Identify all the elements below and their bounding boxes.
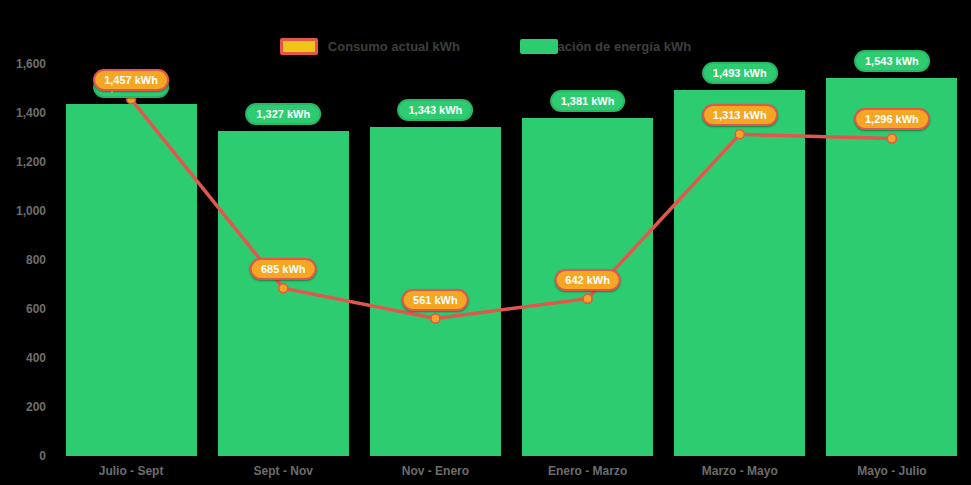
x-axis-tick-label: Nov - Enero — [402, 464, 469, 478]
generation-bar[interactable] — [218, 131, 349, 456]
line-value-label: 1,457 kWh — [93, 69, 169, 91]
x-axis-tick-label: Marzo - Mayo — [702, 464, 778, 478]
line-value-label: 642 kWh — [554, 269, 621, 291]
generation-bar[interactable] — [674, 90, 805, 456]
bar-value-label: 1,343 kWh — [398, 99, 474, 121]
legend: Consumo actual kWh Generación de energía… — [0, 38, 971, 55]
bar-value-label: 1,493 kWh — [702, 62, 778, 84]
y-axis-tick-label: 800 — [0, 253, 46, 267]
energy-chart: Consumo actual kWh Generación de energía… — [0, 0, 971, 485]
y-axis-tick-label: 400 — [0, 351, 46, 365]
line-value-label: 685 kWh — [250, 258, 317, 280]
y-axis-tick-label: 200 — [0, 400, 46, 414]
bar-value-label: 1,381 kWh — [550, 90, 626, 112]
line-value-label: 1,313 kWh — [702, 104, 778, 126]
y-axis-tick-label: 1,200 — [0, 155, 46, 169]
line-point-marker[interactable] — [735, 130, 744, 139]
x-axis-tick-label: Mayo - Julio — [857, 464, 926, 478]
line-point-marker[interactable] — [583, 294, 592, 303]
bar-value-label: 1,327 kWh — [245, 103, 321, 125]
y-axis-tick-label: 0 — [0, 449, 46, 463]
line-point-marker[interactable] — [887, 134, 896, 143]
legend-item-generacion[interactable]: Generación de energía kWh — [520, 38, 691, 55]
y-axis-tick-label: 1,600 — [0, 57, 46, 71]
legend-label-consumo: Consumo actual kWh — [328, 39, 460, 54]
x-axis-tick-label: Julio - Sept — [99, 464, 164, 478]
line-point-marker[interactable] — [279, 284, 288, 293]
line-value-label: 1,296 kWh — [854, 108, 930, 130]
line-value-label: 561 kWh — [402, 289, 469, 311]
legend-item-consumo[interactable]: Consumo actual kWh — [280, 38, 460, 55]
line-series-swatch-icon — [280, 38, 318, 55]
x-axis-tick-label: Sept - Nov — [254, 464, 313, 478]
y-axis-tick-label: 1,000 — [0, 204, 46, 218]
x-axis-tick-label: Enero - Marzo — [548, 464, 627, 478]
generation-bar[interactable] — [66, 104, 197, 456]
bar-value-label: 1,543 kWh — [854, 50, 930, 72]
bar-series-swatch-icon — [520, 39, 558, 54]
y-axis-tick-label: 1,400 — [0, 106, 46, 120]
line-point-marker[interactable] — [431, 314, 440, 323]
y-axis-tick-label: 600 — [0, 302, 46, 316]
